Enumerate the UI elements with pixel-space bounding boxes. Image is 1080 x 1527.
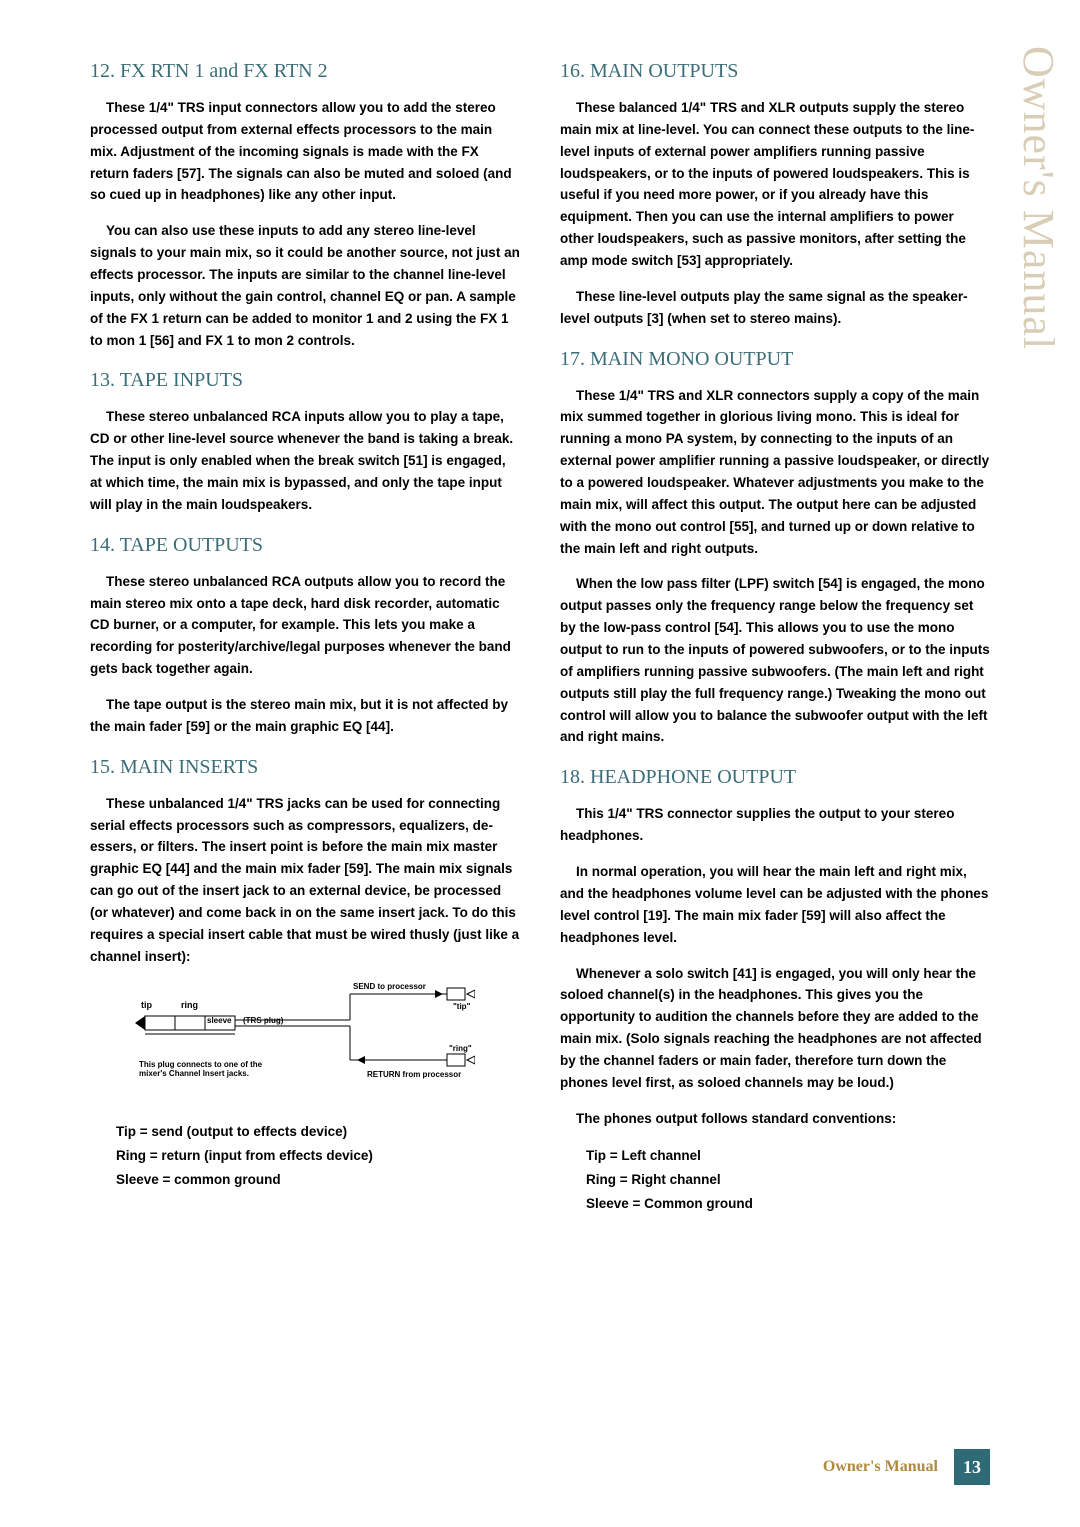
content-columns: 12. FX RTN 1 and FX RTN 2 These 1/4" TRS… <box>90 60 990 1216</box>
heading-15: 15. MAIN INSERTS <box>90 756 520 779</box>
insert-cable-diagram: tip ring sleeve (TRS plug) SEND to proce… <box>135 982 475 1102</box>
paragraph: These unbalanced 1/4" TRS jacks can be u… <box>90 793 520 968</box>
diagram-label: "ring" <box>449 1044 472 1053</box>
side-title: Owner's Manual <box>1013 46 1064 350</box>
heading-18: 18. HEADPHONE OUTPUT <box>560 766 990 789</box>
paragraph: These stereo unbalanced RCA inputs allow… <box>90 406 520 515</box>
paragraph: These balanced 1/4" TRS and XLR outputs … <box>560 97 990 272</box>
paragraph: The phones output follows standard conve… <box>560 1108 990 1130</box>
paragraph: Whenever a solo switch [41] is engaged, … <box>560 963 990 1094</box>
paragraph: The tape output is the stereo main mix, … <box>90 694 520 738</box>
paragraph: These 1/4" TRS input connectors allow yo… <box>90 97 520 206</box>
heading-14: 14. TAPE OUTPUTS <box>90 534 520 557</box>
list-item: Tip = Left channel <box>586 1144 990 1168</box>
list-item: Sleeve = common ground <box>116 1168 520 1192</box>
diagram-label: This plug connects to one of the mixer's… <box>139 1060 279 1078</box>
list-item: Ring = return (input from effects device… <box>116 1144 520 1168</box>
list-item: Tip = send (output to effects device) <box>116 1120 520 1144</box>
diagram-label: RETURN from processor <box>367 1070 461 1079</box>
paragraph: These line-level outputs play the same s… <box>560 286 990 330</box>
paragraph: In normal operation, you will hear the m… <box>560 861 990 948</box>
diagram-label: SEND to processor <box>353 982 426 991</box>
list-item: Sleeve = Common ground <box>586 1192 990 1216</box>
page-number-badge: 13 <box>954 1449 990 1485</box>
diagram-label: (TRS plug) <box>243 1016 283 1025</box>
paragraph: These stereo unbalanced RCA outputs allo… <box>90 571 520 680</box>
heading-12: 12. FX RTN 1 and FX RTN 2 <box>90 60 520 83</box>
footer-label: Owner's Manual <box>823 1458 938 1476</box>
diagram-label: ring <box>181 1000 198 1010</box>
list-item: Ring = Right channel <box>586 1168 990 1192</box>
left-column: 12. FX RTN 1 and FX RTN 2 These 1/4" TRS… <box>90 60 520 1216</box>
heading-17: 17. MAIN MONO OUTPUT <box>560 348 990 371</box>
paragraph: These 1/4" TRS and XLR connectors supply… <box>560 385 990 560</box>
diagram-label: sleeve <box>207 1016 231 1025</box>
diagram-label: "tip" <box>453 1002 470 1011</box>
page-footer: Owner's Manual 13 <box>823 1449 990 1485</box>
paragraph: This 1/4" TRS connector supplies the out… <box>560 803 990 847</box>
manual-page: Owner's Manual 12. FX RTN 1 and FX RTN 2… <box>0 0 1080 1527</box>
heading-13: 13. TAPE INPUTS <box>90 369 520 392</box>
right-column: 16. MAIN OUTPUTS These balanced 1/4" TRS… <box>560 60 990 1216</box>
heading-16: 16. MAIN OUTPUTS <box>560 60 990 83</box>
paragraph: When the low pass filter (LPF) switch [5… <box>560 573 990 748</box>
diagram-label: tip <box>141 1000 152 1010</box>
paragraph: You can also use these inputs to add any… <box>90 220 520 351</box>
